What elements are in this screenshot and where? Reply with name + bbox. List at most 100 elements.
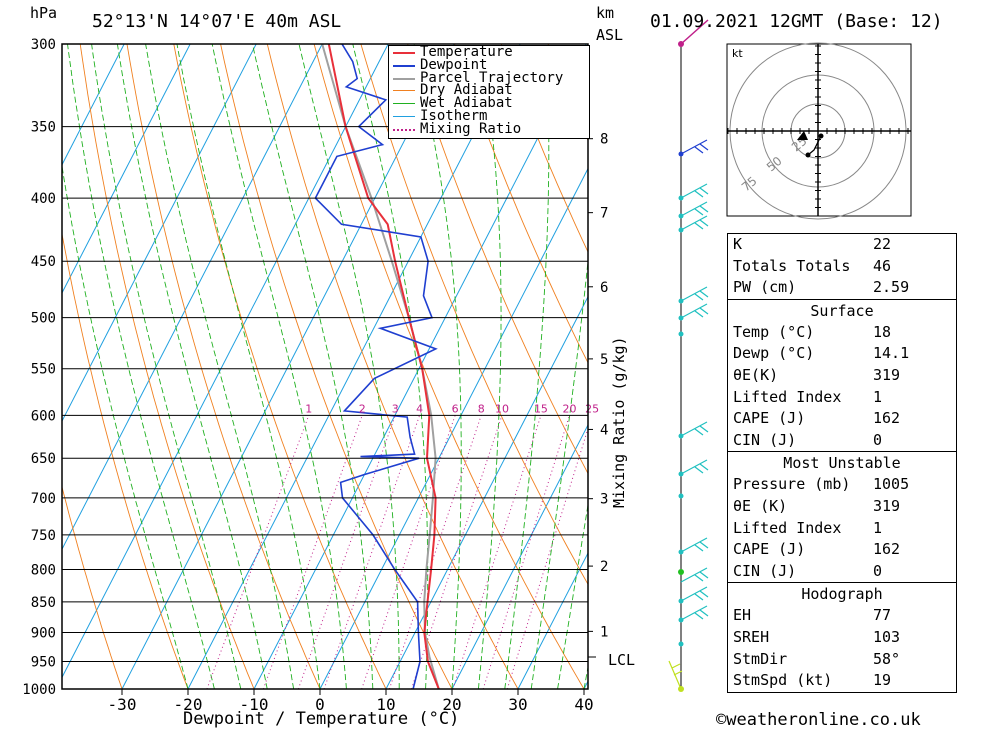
pressure-tick-label: 550 <box>31 362 56 378</box>
km-tick-label: 3 <box>600 492 608 508</box>
mixing-ratio-label: 25 <box>585 402 599 415</box>
legend-item-parcel: Parcel Trajectory <box>389 71 589 84</box>
legend-item-dewpoint: Dewpoint <box>389 58 589 72</box>
x-tick-label: 30 <box>508 695 527 714</box>
isotherm-line <box>121 44 455 689</box>
asl-unit-label: ASL <box>596 26 624 44</box>
surface-section: Surface Temp (°C) 18 Dewp (°C) 14.1 θE(K) 3… <box>728 298 956 452</box>
table-row: θE (K) 319 <box>733 496 901 515</box>
pressure-tick-label: 700 <box>31 491 56 507</box>
isotherm-line <box>385 295 588 689</box>
location-title: 52°13'N 14°07'E 40m ASL <box>92 11 342 32</box>
plot-frame <box>61 43 589 690</box>
km-tick-label: 5 <box>600 352 608 368</box>
wind-barb <box>680 421 709 437</box>
x-tick-label: -20 <box>174 695 203 714</box>
wet-adiabat-line <box>176 44 321 689</box>
mixing-ratio-label: 4 <box>416 402 423 415</box>
table-row: SREH 103 <box>733 627 901 646</box>
wet-adiabat-line <box>477 44 502 689</box>
mixing-ratio-line <box>262 415 363 689</box>
dry-adiabat-line <box>500 44 588 253</box>
table-row: Lifted Index 1 <box>733 387 883 406</box>
wet-adiabat-line <box>62 163 189 689</box>
dry-adiabat-line <box>453 44 588 364</box>
mixing-ratio-line <box>361 415 456 689</box>
table-row: Dewp (°C) 14.1 <box>733 344 910 363</box>
pressure-tick-label: 300 <box>31 37 56 53</box>
lcl-label: LCL <box>608 651 636 669</box>
wind-barb <box>680 201 709 217</box>
isotherm-line <box>62 44 389 679</box>
mixing-ratio-axis-label: Mixing Ratio (g/kg) <box>610 336 628 508</box>
pressure-tick-label: 1000 <box>22 682 56 698</box>
hodograph-point <box>818 133 824 139</box>
pressure-tick-label: 400 <box>31 191 56 207</box>
wind-barb-top <box>680 19 709 45</box>
km-tick-label: 1 <box>600 624 608 640</box>
wet-adiabat-line <box>145 44 295 689</box>
wind-barb <box>680 567 709 583</box>
wind-level-dot <box>678 493 684 499</box>
mixing-ratio-label: 8 <box>478 402 485 415</box>
legend-item-wet-adiabat: Wet Adiabat <box>389 96 589 110</box>
mixing-ratio-label: 1 <box>305 402 312 415</box>
pressure-tick-label: 750 <box>31 528 56 544</box>
x-tick-label: 40 <box>574 695 593 714</box>
wind-barb <box>680 139 709 155</box>
km-tick-label: 6 <box>600 280 608 296</box>
km-tick-label: 4 <box>600 422 608 438</box>
table-row: StmDir 58° <box>733 649 901 668</box>
km-tick-label: 2 <box>600 559 608 575</box>
wet-adiabat-line <box>252 44 374 689</box>
most-unstable-title: Most Unstable <box>783 454 901 473</box>
table-row: CAPE (J) 162 <box>733 540 901 559</box>
x-tick-label: 0 <box>315 695 325 714</box>
pressure-tick-label: 350 <box>31 120 56 136</box>
table-row: CAPE (J) 162 <box>733 409 901 428</box>
table-row: CIN (J) 0 <box>733 430 883 449</box>
mixing-ratio-line <box>410 415 503 689</box>
isotherm-line <box>62 44 125 166</box>
wet-adiabat-line <box>211 44 347 689</box>
pressure-tick-label: 950 <box>31 655 56 671</box>
x-tick-label: 10 <box>376 695 395 714</box>
isotherm-line <box>451 423 588 689</box>
wet-adiabat-line <box>413 44 462 689</box>
wind-barb <box>680 537 709 553</box>
km-unit-label: km <box>596 4 615 22</box>
dry-adiabat-line <box>407 44 588 475</box>
wind-barb <box>680 586 709 602</box>
table-row: CIN (J) 0 <box>733 561 883 580</box>
mixing-ratio-line <box>297 415 396 689</box>
table-row: K 22 <box>733 235 892 253</box>
mixing-ratio-line <box>206 415 310 689</box>
pressure-tick-label: 900 <box>31 626 56 642</box>
isotherm-line <box>253 44 587 689</box>
pressure-tick-label: 500 <box>31 311 56 327</box>
mixing-ratio-line <box>388 415 482 689</box>
pressure-tick-label: 450 <box>31 254 56 270</box>
date-title: 01.09.2021 12GMT (Base: 12) <box>650 11 943 32</box>
mixing-ratio-line <box>323 415 421 689</box>
wind-level-dot <box>678 331 684 337</box>
wet-adiabat-line <box>530 257 588 689</box>
isotherm-line <box>187 44 521 689</box>
km-tick-label: 8 <box>600 132 608 148</box>
mixing-ratio-label: 20 <box>562 402 576 415</box>
wet-adiabat-line <box>504 44 550 689</box>
wet-adiabat-line <box>557 502 588 689</box>
isotherm-line <box>62 44 191 294</box>
copyright-link[interactable]: ©weatheronline.co.uk <box>716 710 921 730</box>
wind-level-dot <box>678 569 684 575</box>
dry-adiabat-line <box>62 485 123 689</box>
wet-adiabat-line <box>91 44 242 689</box>
surface-title: Surface <box>810 301 874 320</box>
hodograph-point <box>805 152 811 158</box>
x-axis-label: Dewpoint / Temperature (°C) <box>183 709 460 729</box>
most-unstable-section: Most Unstable Pressure (mb) 1005 θE (K) 31… <box>728 451 956 582</box>
legend-item-dry-adiabat: Dry Adiabat <box>389 84 589 97</box>
wind-barb <box>680 183 709 199</box>
